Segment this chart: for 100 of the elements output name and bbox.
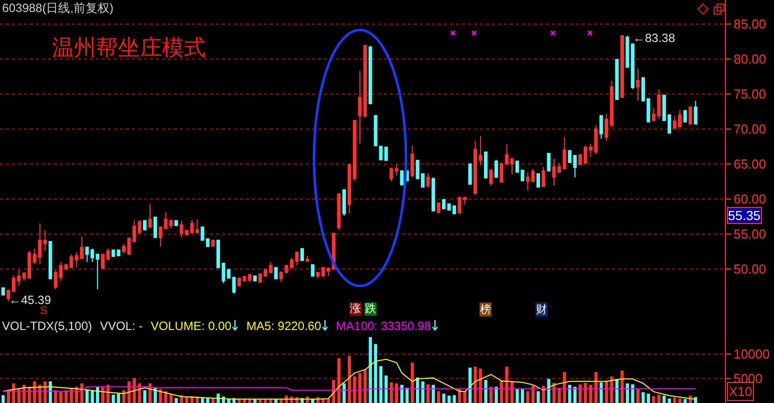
candlestick <box>384 146 388 161</box>
y-tick-label: 75.00 <box>734 86 766 102</box>
candlestick <box>106 248 110 262</box>
bar <box>452 395 456 403</box>
candlestick <box>306 255 310 262</box>
candlestick <box>154 216 158 238</box>
candlestick <box>546 152 551 172</box>
bar <box>374 344 378 403</box>
candlestick <box>268 261 272 273</box>
bar <box>447 396 451 403</box>
bar <box>520 389 524 403</box>
bar <box>206 398 210 403</box>
candlestick <box>626 35 630 68</box>
bar <box>600 382 603 403</box>
candlestick <box>363 45 367 118</box>
candlestick <box>138 220 142 234</box>
chart-title: VOL-TDX(5,100) <box>2 319 92 333</box>
candlestick <box>6 288 10 302</box>
bar <box>395 383 398 403</box>
candlestick <box>615 59 619 100</box>
bar <box>348 356 351 403</box>
bar <box>673 398 676 403</box>
bar <box>526 391 530 403</box>
y-tick-label: 60.00 <box>734 191 766 206</box>
candlestick <box>432 176 436 212</box>
candlestick <box>337 192 341 230</box>
bar <box>636 389 640 403</box>
candlestick <box>468 163 472 185</box>
bar <box>410 362 414 403</box>
annotation: VVOL: - <box>100 319 143 333</box>
y-tick-label: 55.00 <box>734 226 766 242</box>
bar <box>169 394 173 403</box>
candlestick <box>1 287 5 296</box>
annotation: S <box>40 305 48 317</box>
bar <box>200 398 204 403</box>
bar <box>474 366 477 403</box>
bar <box>337 358 340 403</box>
candlestick <box>348 163 352 214</box>
bar <box>494 386 498 403</box>
candlestick <box>358 70 362 144</box>
bar <box>620 370 624 403</box>
annotation: 跌 <box>365 303 376 315</box>
candlestick <box>683 110 687 122</box>
bar <box>211 398 215 403</box>
candlestick <box>400 170 404 186</box>
candlestick <box>101 254 105 269</box>
y-tick-label: 10000 <box>734 346 770 362</box>
y-tick-label: 80.00 <box>734 51 766 66</box>
bar <box>358 373 362 403</box>
bar <box>2 395 5 403</box>
candlestick <box>636 68 640 102</box>
bar <box>143 390 146 403</box>
y-tick-label: 65.00 <box>734 156 766 172</box>
candlestick <box>494 159 498 178</box>
candlestick <box>379 145 383 161</box>
candlestick <box>620 34 624 98</box>
candlestick <box>426 172 430 188</box>
bar <box>421 381 424 403</box>
y-axis-title: X10 <box>729 384 752 399</box>
candlestick <box>352 120 356 182</box>
annotation: ←83.38 <box>633 31 676 45</box>
bar <box>280 400 283 403</box>
candlestick <box>374 115 378 146</box>
bar <box>584 382 588 403</box>
bar <box>384 375 388 403</box>
annotation: 涨 <box>350 303 361 315</box>
bar <box>264 400 268 403</box>
bar <box>258 400 262 403</box>
bar <box>64 390 68 403</box>
bar <box>668 398 671 403</box>
candlestick <box>300 248 304 262</box>
text: 55.35 <box>728 208 761 223</box>
bar <box>478 368 482 403</box>
candlestick <box>489 168 493 186</box>
bar <box>568 384 572 403</box>
bar <box>662 396 666 403</box>
bar <box>90 390 94 403</box>
candlestick <box>484 152 488 178</box>
bar <box>578 384 582 403</box>
bar <box>652 396 656 403</box>
candlestick <box>342 188 346 216</box>
annotation: 财 <box>536 303 547 316</box>
candlestick <box>274 266 278 280</box>
candlestick <box>96 254 100 290</box>
bar <box>678 398 682 403</box>
bar <box>436 391 440 403</box>
candlestick <box>43 230 47 252</box>
bar <box>442 394 446 403</box>
bar <box>463 391 466 403</box>
candlestick <box>48 240 52 280</box>
bar <box>657 394 660 403</box>
y-tick-label: 70.00 <box>734 121 766 136</box>
candlestick <box>474 140 478 196</box>
candlestick <box>253 275 257 282</box>
candlestick <box>143 220 147 231</box>
bar <box>353 376 356 403</box>
candlestick <box>604 114 608 142</box>
bar <box>516 389 519 403</box>
annotation: 榜 <box>480 303 491 316</box>
y-tick-label: 85.00 <box>734 16 766 32</box>
